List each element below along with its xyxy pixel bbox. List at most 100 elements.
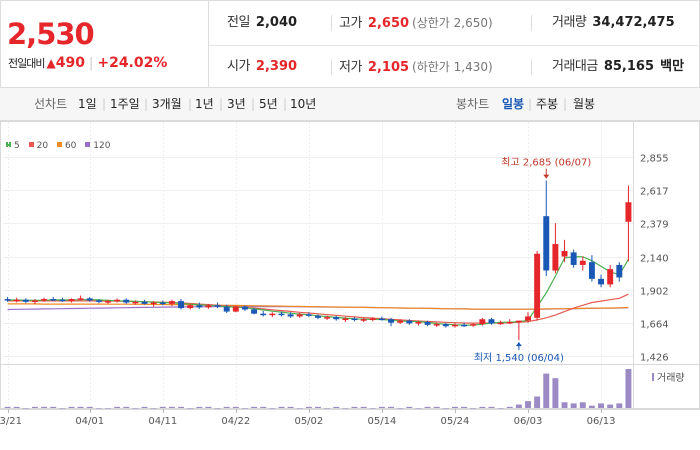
volume-bar: [22, 408, 29, 409]
volume-bar: [187, 408, 194, 409]
volume-bar: [205, 406, 212, 408]
candle-body: [132, 301, 139, 304]
high-value: 2,650: [367, 16, 410, 31]
x-tick-label: 04/01: [75, 416, 104, 427]
candle-body: [497, 322, 504, 325]
candle-body: [561, 250, 568, 257]
candle-body: [232, 306, 239, 312]
volume-bar: [543, 373, 550, 408]
candle-body: [251, 309, 258, 314]
x-tick-label: 06/13: [587, 416, 616, 427]
candle-body: [442, 324, 449, 327]
volume-bar: [561, 402, 568, 408]
volume-bar: [406, 406, 413, 408]
volume-bar: [50, 406, 57, 408]
volume-bar: [168, 406, 175, 408]
volume-bar: [488, 406, 495, 408]
candle-body: [305, 314, 312, 316]
candle-body: [150, 302, 157, 305]
candle-body: [123, 299, 130, 303]
candle-body: [159, 302, 166, 305]
volume-bar: [269, 408, 276, 409]
x-tick-label: 05/24: [441, 416, 470, 427]
ma60-line: [7, 303, 629, 310]
price-change: 전일대비 ▲490 | +24.02%: [8, 55, 167, 71]
volume-bar: [305, 406, 312, 408]
tab-3y[interactable]: 3년: [227, 97, 246, 111]
candle-body: [241, 306, 248, 310]
tab-5y[interactable]: 5년: [259, 97, 278, 111]
candle-body: [77, 298, 84, 300]
change-value: 490: [55, 55, 85, 71]
legend-ma120: 120: [85, 141, 110, 151]
tab-monthly[interactable]: 월봉: [573, 97, 596, 111]
volume-bar: [150, 408, 157, 409]
candle-body: [324, 317, 331, 319]
candle-body: [22, 299, 29, 302]
divider: |: [251, 97, 256, 111]
legend-ma60: 60: [56, 141, 76, 151]
volume-bar: [442, 408, 449, 409]
candle-body: [333, 317, 340, 320]
volume-bar: [260, 406, 267, 408]
tab-daily[interactable]: 일봉: [502, 97, 525, 111]
candle-body: [525, 316, 531, 321]
volume-bar: [451, 406, 458, 408]
divider: [531, 15, 532, 31]
candle-body: [470, 324, 477, 326]
candle-body: [278, 313, 285, 316]
open-value: 2,390: [255, 59, 298, 74]
volume-bar: [159, 406, 166, 408]
tab-10y[interactable]: 10년: [290, 97, 317, 111]
candle-body: [187, 305, 194, 309]
candle-body: [397, 320, 404, 323]
divider: |: [563, 97, 568, 111]
candle-body: [479, 319, 486, 325]
volume-bar: [296, 408, 303, 409]
volume-value: 34,472,475: [592, 15, 675, 30]
divider: |: [102, 97, 107, 111]
candle-body: [625, 202, 632, 222]
volume-bar: [141, 406, 148, 408]
volume-bar: [351, 406, 358, 408]
volume-bar: [241, 408, 248, 409]
ma-legend: 5 20 60 120: [6, 141, 116, 151]
volume-bar: [132, 408, 139, 409]
volume-bar: [515, 404, 522, 408]
swatch: [85, 142, 91, 147]
volume-bar: [625, 369, 632, 408]
candle-body: [86, 298, 93, 301]
candle-body: [168, 301, 175, 304]
low-label: 저가: [339, 60, 362, 75]
volume-bar: [616, 403, 623, 408]
volume-bar: [497, 408, 504, 409]
low-row: 저가 2,105 (하한가 1,430): [339, 45, 493, 89]
candle-body: [59, 299, 66, 302]
volume-bar: [232, 406, 239, 408]
volume-bar: [378, 406, 385, 408]
x-tick-label: 05/14: [367, 416, 396, 427]
tab-weekly[interactable]: 주봉: [536, 97, 559, 111]
tab-1d[interactable]: 1일: [78, 97, 97, 111]
volume-bar: [579, 402, 586, 408]
candle-body: [579, 260, 586, 265]
tab-1w[interactable]: 1주일: [110, 97, 140, 111]
volume-bar: [223, 406, 230, 408]
candle-body: [488, 319, 495, 324]
volume-bar: [479, 406, 486, 408]
divider: [531, 59, 532, 75]
volume-bar: [59, 408, 66, 409]
tab-1y[interactable]: 1년: [195, 97, 214, 111]
tab-3m[interactable]: 3개월: [152, 97, 182, 111]
candle-body: [315, 315, 321, 318]
candle-body: [41, 299, 48, 301]
amount-value: 85,165: [603, 59, 655, 74]
y-tick-label: 1,902: [640, 287, 669, 298]
x-tick-label: 05/02: [294, 416, 323, 427]
volume-bar: [41, 406, 48, 408]
change-label: 전일대비: [8, 57, 45, 70]
x-tick-label: 06/03: [514, 416, 543, 427]
volume-bar: [388, 406, 395, 408]
candle-body: [351, 318, 358, 321]
volume-bar: [278, 406, 285, 408]
